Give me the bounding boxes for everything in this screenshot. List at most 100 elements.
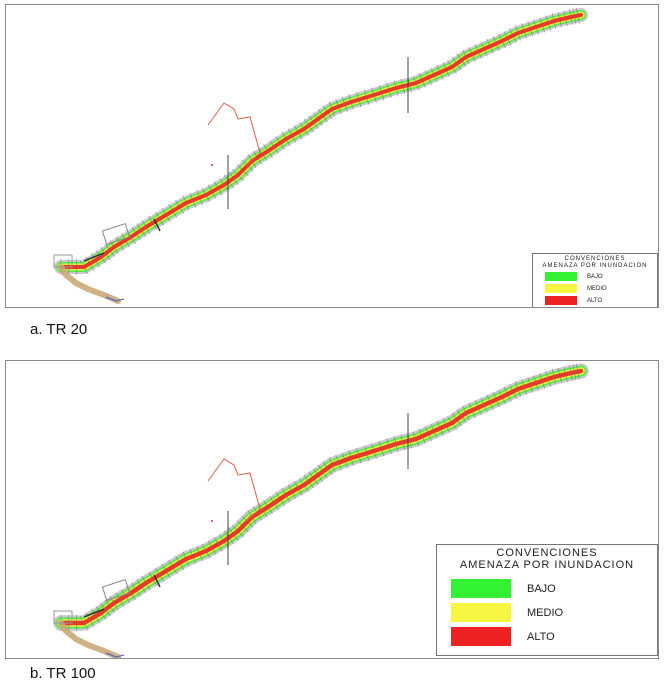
cross-section-line	[436, 64, 444, 80]
cross-section-line	[148, 571, 158, 586]
cross-section-line	[228, 527, 239, 541]
map-panel-tr20: CONVENCIONES AMENAZA POR INUNDACION BAJO…	[5, 4, 659, 308]
cross-section-line	[451, 56, 462, 71]
cross-section-line	[480, 41, 488, 57]
boundary-polygon	[207, 102, 261, 166]
cross-section-line	[371, 443, 377, 459]
cross-section-line	[175, 199, 184, 214]
cross-section-line	[258, 147, 268, 162]
cross-section-line	[168, 203, 178, 218]
structure-block	[101, 579, 131, 601]
cross-section-line	[557, 11, 562, 28]
cross-section-line	[247, 510, 257, 524]
cross-section-line	[418, 428, 426, 444]
cross-sections	[60, 363, 580, 631]
cross-section-line	[228, 171, 239, 185]
cross-section-line	[141, 219, 151, 235]
cross-section-line	[95, 606, 107, 620]
outlet-channel	[105, 296, 125, 302]
legend-swatch-medio	[545, 284, 577, 293]
structure-block	[53, 610, 73, 624]
cross-section-line	[201, 187, 211, 203]
cross-section-line	[263, 500, 273, 514]
cross-section-line	[287, 484, 297, 499]
cross-section-line	[418, 72, 426, 88]
cross-section-line	[328, 457, 336, 473]
cross-section-line	[79, 259, 89, 275]
cross-section-line	[480, 397, 488, 413]
cross-section-line	[232, 525, 244, 537]
cross-section-line	[79, 615, 89, 631]
cross-section-line	[572, 8, 577, 25]
cross-section-line	[115, 592, 125, 607]
legend-label-bajo: BAJO	[527, 582, 556, 595]
cross-section-line	[424, 426, 432, 441]
cross-section-line	[527, 377, 534, 393]
legend-item-alto: ALTO	[451, 627, 555, 646]
cross-section-line	[287, 128, 297, 143]
cross-section-line	[168, 559, 178, 574]
flood-extent-medio	[57, 11, 585, 271]
cross-section-line	[515, 381, 521, 397]
cross-section-line	[252, 150, 262, 165]
legend-item-bajo: BAJO	[451, 579, 556, 598]
cross-section-line	[121, 589, 130, 604]
cross-section-line	[281, 487, 291, 503]
cross-section-line	[232, 169, 244, 181]
cross-section-line	[175, 555, 184, 570]
cross-sections	[60, 7, 580, 275]
cross-section-line	[115, 236, 125, 251]
legend-title: CONVENCIONES	[496, 547, 598, 559]
cross-section-line	[281, 131, 291, 147]
cross-section-line	[341, 452, 348, 468]
cross-section-line	[196, 546, 203, 562]
cross-section-line	[317, 464, 328, 479]
cross-section-line	[572, 364, 577, 381]
cross-section-line	[442, 418, 450, 433]
cross-section-line	[303, 118, 314, 133]
cross-section-line	[223, 530, 234, 545]
cross-section-line	[131, 226, 141, 241]
boundary-polygon	[207, 458, 261, 522]
cross-section-line	[456, 409, 467, 423]
legend-subtitle: AMENAZA POR INUNDACION	[542, 263, 648, 269]
cross-section-line	[509, 384, 517, 399]
cross-section-line	[521, 23, 527, 39]
cross-section-line	[91, 609, 100, 624]
cross-section-line	[308, 471, 319, 485]
cross-section-line	[492, 36, 500, 51]
cross-section-line	[503, 386, 512, 402]
cross-section-line	[498, 33, 506, 49]
cross-section-line	[386, 82, 392, 98]
caption-tr20: a. TR 20	[30, 321, 88, 338]
cross-section-line	[364, 89, 370, 105]
cross-section-line	[328, 101, 336, 117]
legend-item-bajo: BAJO	[545, 272, 603, 281]
cross-section-line	[462, 49, 470, 65]
cross-section-line	[569, 365, 573, 381]
legend-item-medio: MEDIO	[545, 284, 607, 293]
cross-section-line	[400, 78, 406, 95]
bridge-line	[83, 608, 105, 618]
cross-section-line	[492, 392, 500, 407]
cross-section-line	[575, 363, 580, 380]
cross-section-line	[313, 468, 323, 482]
cross-section-line	[95, 250, 107, 264]
cross-section-line	[269, 140, 279, 154]
legend-swatch-bajo	[451, 579, 511, 598]
cross-section-line	[196, 190, 203, 206]
cross-section-line	[498, 389, 506, 405]
legend-tr100: CONVENCIONES AMENAZA POR INUNDACION BAJO…	[436, 544, 658, 656]
cross-section-line	[386, 438, 392, 454]
cross-section-line	[313, 112, 323, 126]
cross-section-line	[136, 223, 146, 238]
cross-section-line	[533, 19, 539, 35]
cross-section-line	[539, 17, 545, 33]
cross-section-line	[468, 402, 476, 418]
legend-label-alto: ALTO	[587, 297, 603, 304]
cross-section-line	[247, 154, 257, 168]
cross-section-line	[436, 420, 444, 436]
map-panel-tr100: CONVENCIONES AMENAZA POR INUNDACION BAJO…	[5, 360, 659, 659]
legend-swatch-alto	[451, 627, 511, 646]
flood-map-tr20	[53, 7, 588, 304]
